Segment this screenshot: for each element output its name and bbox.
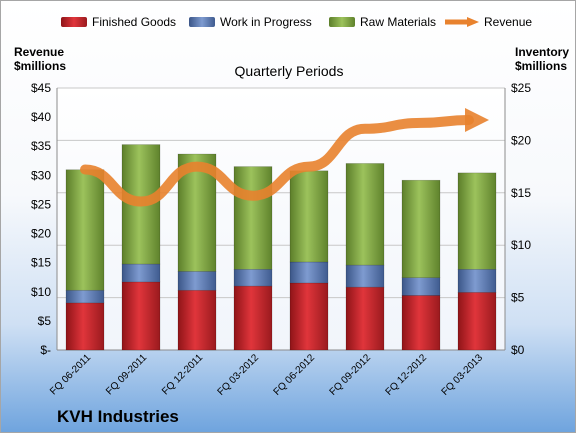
x-tick-label: FQ 12-2011 bbox=[160, 352, 205, 397]
legend-raw-materials: Raw Materials bbox=[329, 15, 436, 29]
bar-work-in-progress bbox=[65, 289, 105, 304]
right-axis-title-line2: $millions bbox=[515, 59, 568, 73]
legend: Finished Goods Work in Progress Raw Mate… bbox=[1, 15, 575, 35]
legend-swatch-finished-goods bbox=[61, 17, 87, 27]
bar-raw-materials bbox=[65, 169, 105, 291]
x-tick-label: FQ 09-2012 bbox=[328, 352, 374, 398]
bar-finished-goods bbox=[177, 289, 217, 351]
x-tick-label: FQ 12-2012 bbox=[384, 352, 430, 398]
left-tick-label: $25 bbox=[31, 197, 51, 211]
bar-finished-goods bbox=[65, 302, 105, 351]
right-tick-label: $20 bbox=[511, 133, 531, 147]
left-tick-label: $45 bbox=[31, 81, 51, 95]
bar-work-in-progress bbox=[457, 269, 497, 293]
right-axis-title-line1: Inventory bbox=[515, 45, 570, 59]
left-axis-title-line1: Revenue bbox=[14, 45, 65, 59]
legend-work-in-progress: Work in Progress bbox=[189, 15, 312, 29]
left-axis-ticks: $- $5 $10 $15 $20 $25 $30 $35 $40 $45 bbox=[31, 81, 51, 357]
bar-finished-goods bbox=[289, 282, 329, 351]
bar-finished-goods bbox=[457, 292, 497, 351]
revenue-line-arrowhead bbox=[465, 108, 489, 133]
right-axis-ticks: $0 $5 $10 $15 $20 $25 bbox=[511, 81, 531, 357]
bar-raw-materials bbox=[289, 170, 329, 263]
bar-work-in-progress bbox=[121, 263, 161, 283]
bar-raw-materials bbox=[457, 172, 497, 270]
left-tick-label: $40 bbox=[31, 110, 51, 124]
right-axis-title: Inventory $millions bbox=[515, 45, 569, 73]
x-tick-label: FQ 03-2012 bbox=[216, 352, 262, 398]
x-tick-label: FQ 09-2011 bbox=[104, 352, 149, 397]
right-tick-label: $10 bbox=[511, 238, 531, 252]
revenue-line-group bbox=[80, 108, 489, 207]
left-tick-label: $5 bbox=[38, 314, 52, 328]
bar-work-in-progress bbox=[233, 269, 273, 287]
bar-finished-goods bbox=[233, 285, 273, 351]
bar-raw-materials bbox=[345, 163, 385, 266]
right-tick-label: $15 bbox=[511, 186, 531, 200]
left-tick-label: $10 bbox=[31, 285, 51, 299]
left-tick-label: $20 bbox=[31, 227, 51, 241]
left-tick-label: $35 bbox=[31, 139, 51, 153]
legend-revenue: Revenue bbox=[445, 15, 532, 29]
left-axis-title: Revenue $millions bbox=[14, 45, 66, 73]
x-tick-label: FQ 06-2012 bbox=[272, 352, 318, 398]
bar-finished-goods bbox=[401, 295, 441, 351]
x-tick-label: FQ 03-2013 bbox=[440, 352, 486, 398]
bar-finished-goods bbox=[345, 286, 385, 351]
x-axis-ticks: FQ 06-2011 FQ 09-2011 FQ 12-2011 FQ 03-2012… bbox=[48, 352, 485, 398]
legend-label: Finished Goods bbox=[92, 15, 177, 29]
left-tick-label: $15 bbox=[31, 256, 51, 270]
legend-label: Raw Materials bbox=[360, 15, 437, 29]
bar-group bbox=[65, 144, 497, 351]
right-tick-label: $5 bbox=[511, 291, 525, 305]
bar-work-in-progress bbox=[345, 264, 385, 288]
legend-swatch-revenue bbox=[445, 17, 479, 27]
legend-finished-goods: Finished Goods bbox=[61, 15, 176, 29]
bar-work-in-progress bbox=[289, 261, 329, 284]
x-tick-label: FQ 06-2011 bbox=[48, 352, 93, 397]
legend-swatch-raw-materials bbox=[329, 17, 355, 27]
left-tick-label: $- bbox=[40, 343, 51, 357]
left-axis-title-line2: $millions bbox=[14, 59, 67, 73]
company-name: KVH Industries bbox=[57, 407, 179, 426]
bar-work-in-progress bbox=[401, 277, 441, 296]
bar-raw-materials bbox=[233, 166, 273, 270]
bar-work-in-progress bbox=[177, 271, 217, 291]
revenue-line bbox=[80, 115, 474, 207]
right-tick-label: $0 bbox=[511, 343, 525, 357]
legend-label: Work in Progress bbox=[220, 15, 312, 29]
bar-finished-goods bbox=[121, 281, 161, 351]
right-tick-label: $25 bbox=[511, 81, 531, 95]
bar-raw-materials bbox=[401, 179, 441, 278]
chart-title: Quarterly Periods bbox=[234, 63, 344, 79]
legend-swatch-work-in-progress bbox=[189, 17, 215, 27]
left-tick-label: $30 bbox=[31, 168, 51, 182]
legend-label: Revenue bbox=[484, 15, 533, 29]
